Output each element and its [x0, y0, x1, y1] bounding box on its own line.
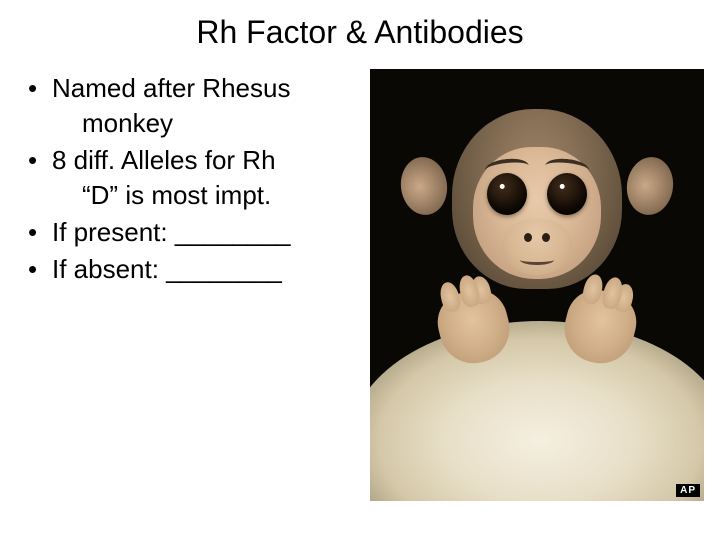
eye-left	[487, 173, 527, 215]
bullet-2-line1: 8 diff. Alleles for Rh	[52, 145, 276, 175]
bullet-4: If absent: ________	[24, 252, 368, 287]
bullet-list-column: Named after Rhesus monkey 8 diff. Allele…	[18, 71, 368, 290]
bullet-2: 8 diff. Alleles for Rh “D” is most impt.	[24, 143, 368, 213]
mouth	[520, 255, 554, 265]
hand-right	[557, 284, 642, 371]
hand-left	[431, 284, 516, 371]
monkey-face	[473, 147, 601, 279]
monkey-photo: AP	[370, 69, 704, 501]
bullet-list: Named after Rhesus monkey 8 diff. Allele…	[18, 71, 368, 288]
bullet-3: If present: ________	[24, 215, 368, 250]
monkey-figure	[427, 109, 647, 389]
finger	[612, 282, 636, 314]
bullet-1-line2: monkey	[52, 106, 368, 141]
photo-credit-badge: AP	[676, 484, 700, 497]
bullet-1-line1: Named after Rhesus	[52, 73, 290, 103]
ear-left	[397, 154, 451, 218]
content-row: Named after Rhesus monkey 8 diff. Allele…	[0, 61, 720, 290]
bullet-1: Named after Rhesus monkey	[24, 71, 368, 141]
bullet-2-line2: “D” is most impt.	[52, 178, 368, 213]
muzzle	[502, 219, 572, 275]
image-column: AP	[368, 71, 702, 290]
ear-right	[623, 154, 677, 218]
slide-title: Rh Factor & Antibodies	[0, 0, 720, 61]
bullet-4-text: If absent: ________	[52, 254, 282, 284]
eye-right	[547, 173, 587, 215]
bullet-3-text: If present: ________	[52, 217, 291, 247]
monkey-head	[452, 109, 622, 289]
nostrils	[524, 233, 550, 243]
